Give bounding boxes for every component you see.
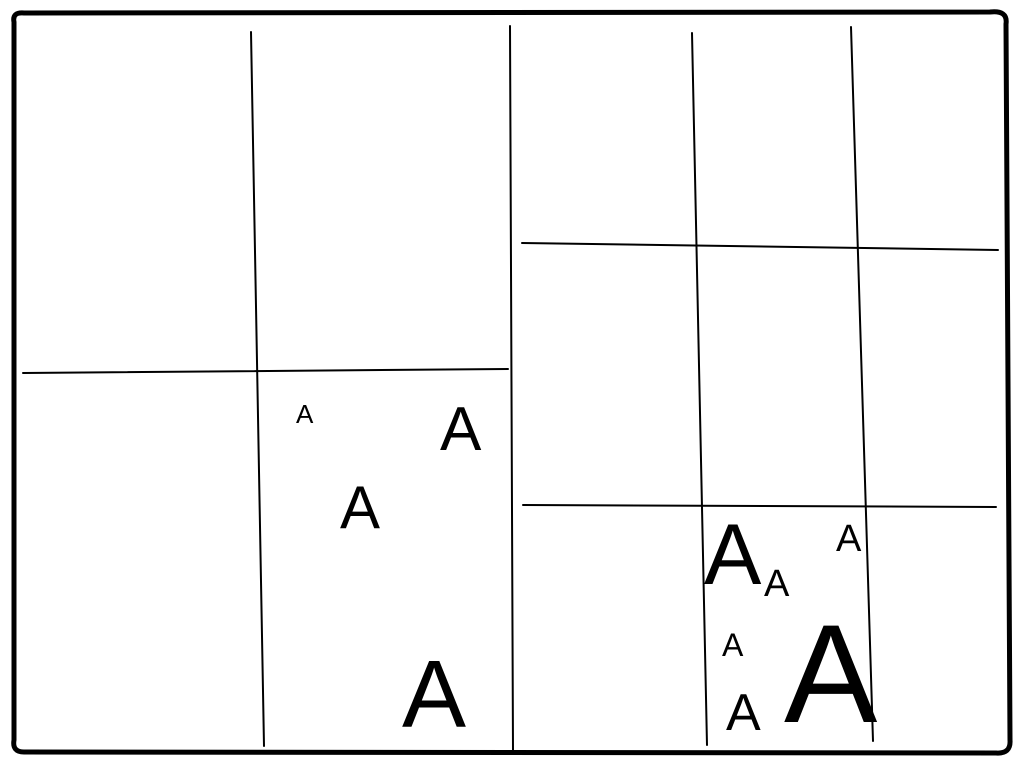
- right-horizontal-line-2: [522, 504, 997, 508]
- letter-a: A: [764, 563, 790, 605]
- left-panel-grid: [22, 31, 509, 747]
- letter-a: A: [784, 595, 878, 752]
- outer-frame: [11, 9, 1013, 756]
- left-horizontal-line: [22, 368, 509, 374]
- letter-a: A: [726, 684, 761, 742]
- right-panel-grid: [521, 26, 999, 746]
- panel-divider: [509, 25, 514, 753]
- right-vertical-line-2: [850, 26, 874, 742]
- left-vertical-line: [250, 31, 265, 747]
- letter-a: A: [704, 507, 762, 603]
- letter-a: A: [296, 399, 314, 429]
- right-horizontal-line-1: [521, 242, 999, 251]
- right-vertical-line-1: [691, 32, 708, 746]
- letter-a: A: [402, 641, 466, 748]
- left-panel-letters: A A A A: [296, 395, 482, 748]
- letter-a: A: [836, 518, 862, 560]
- letter-a: A: [722, 627, 744, 663]
- right-panel-letters: A A A A A A: [704, 507, 878, 752]
- letter-a: A: [440, 395, 482, 464]
- letter-a: A: [340, 474, 380, 541]
